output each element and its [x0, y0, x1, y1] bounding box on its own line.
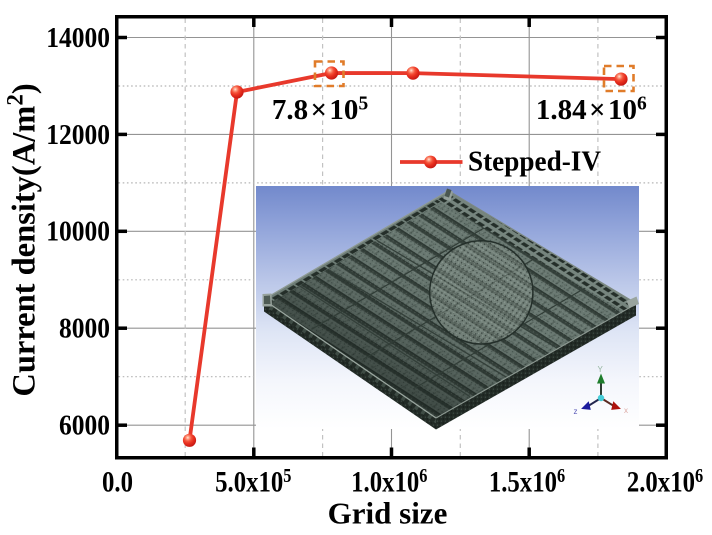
svg-text:14000: 14000	[46, 21, 110, 53]
svg-text:Current density(A/m2): Current density(A/m2)	[3, 83, 43, 396]
svg-text:0.0: 0.0	[102, 466, 133, 498]
svg-text:Y: Y	[598, 365, 604, 374]
svg-text:12000: 12000	[46, 118, 110, 150]
svg-text:7.8 × 105: 7.8 × 105	[272, 94, 369, 127]
svg-text:Grid size: Grid size	[328, 496, 448, 531]
svg-text:x: x	[624, 406, 628, 415]
svg-text:Stepped-IV: Stepped-IV	[468, 147, 601, 178]
svg-text:8000: 8000	[59, 312, 110, 344]
svg-text:10000: 10000	[46, 215, 110, 247]
svg-text:6000: 6000	[59, 409, 110, 441]
svg-text:z: z	[574, 407, 578, 416]
svg-text:5.0x105: 5.0x105	[215, 465, 291, 498]
svg-text:2.0x106: 2.0x106	[627, 465, 703, 498]
svg-text:1.0x106: 1.0x106	[351, 465, 427, 498]
svg-text:1.84 × 106: 1.84 × 106	[536, 94, 647, 127]
svg-text:1.5x106: 1.5x106	[489, 465, 565, 498]
